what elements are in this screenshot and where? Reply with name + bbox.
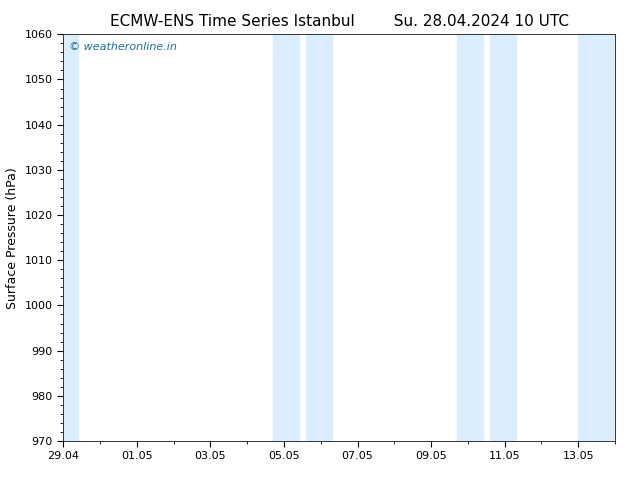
Bar [490, 34, 515, 441]
Bar [578, 34, 615, 441]
Y-axis label: Surface Pressure (hPa): Surface Pressure (hPa) [6, 167, 19, 309]
Text: © weatheronline.in: © weatheronline.in [69, 43, 177, 52]
Bar [63, 34, 78, 441]
Title: ECMW-ENS Time Series Istanbul        Su. 28.04.2024 10 UTC: ECMW-ENS Time Series Istanbul Su. 28.04.… [110, 14, 569, 29]
Bar [273, 34, 299, 441]
Bar [306, 34, 332, 441]
Bar [457, 34, 482, 441]
